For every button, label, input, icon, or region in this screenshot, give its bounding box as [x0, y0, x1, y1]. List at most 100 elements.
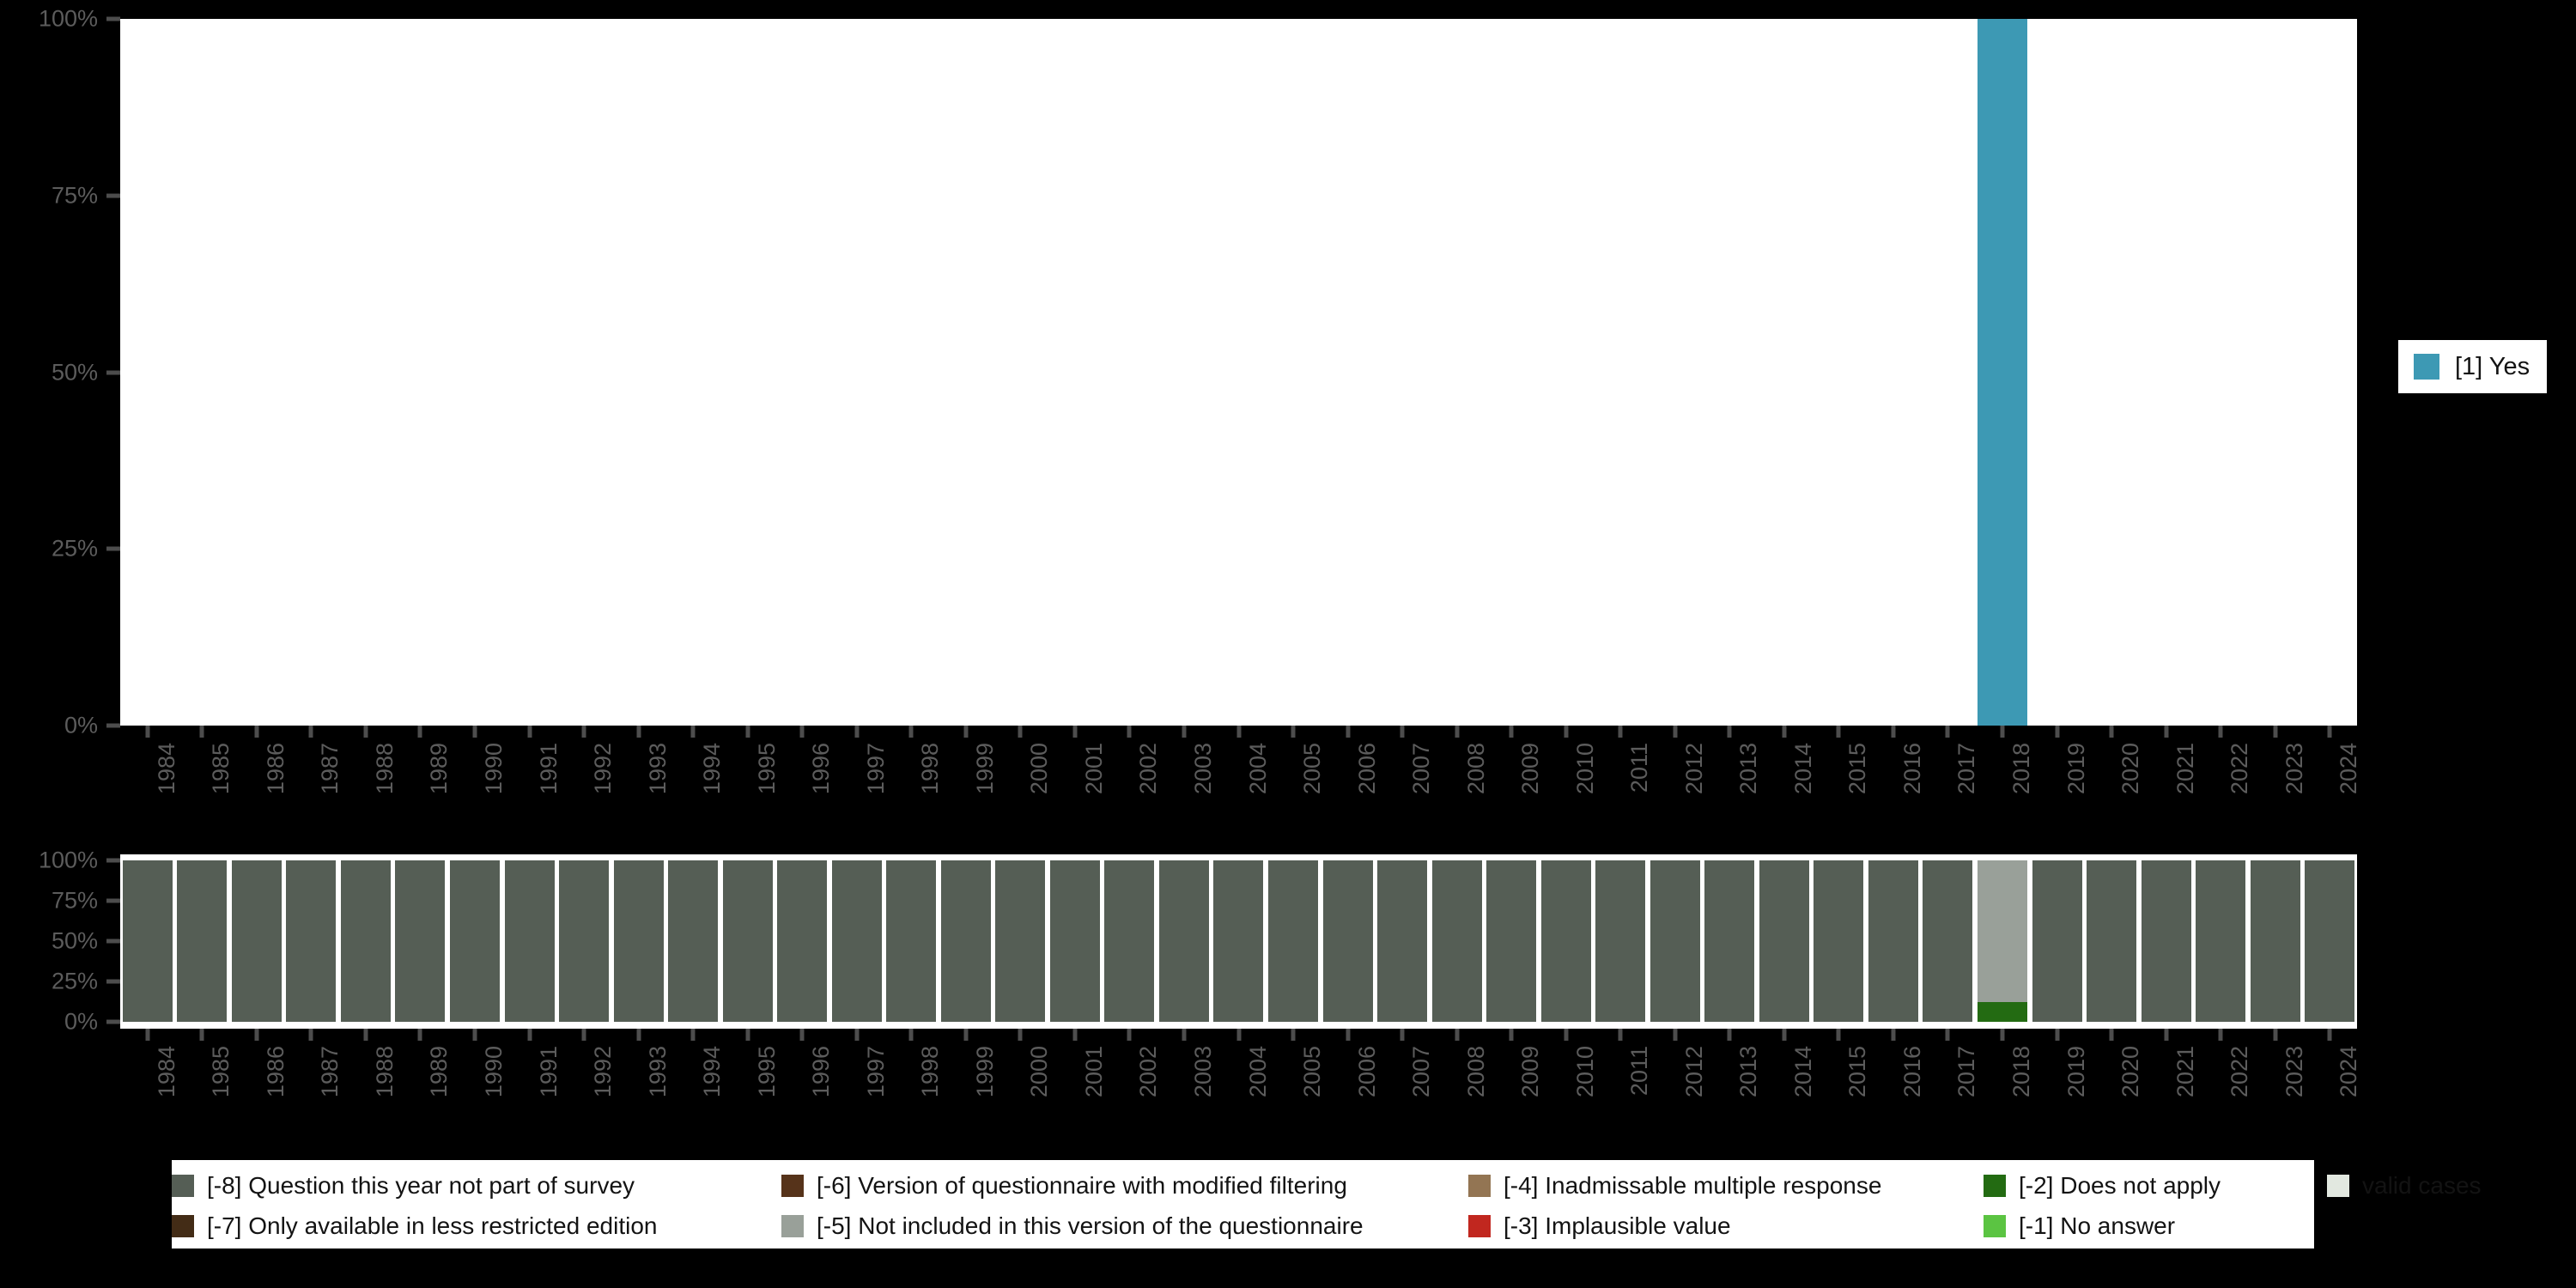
main-plot-area — [120, 19, 2357, 726]
x-tick-label: 2004 — [1244, 1046, 1271, 1098]
main-y-axis: 100% 75% 50% 25% 0% — [0, 0, 120, 756]
x-tick-label: 2012 — [1680, 1046, 1707, 1098]
x-tick-mark — [581, 726, 586, 738]
x-tick-label: 2007 — [1408, 1046, 1435, 1098]
legend-label: [-2] Does not apply — [2019, 1171, 2221, 1199]
x-tick-label: 1994 — [699, 1046, 726, 1098]
missing-bar-segment — [2305, 860, 2355, 1022]
x-tick-mark — [145, 1029, 150, 1041]
missing-bar-segment — [1649, 860, 1700, 1022]
x-tick-mark — [1891, 726, 1896, 738]
x-tick-mark — [472, 726, 477, 738]
missing-bar-segment — [831, 860, 882, 1022]
missing-bar-stack — [886, 860, 937, 1022]
x-tick-label: 2018 — [2008, 743, 2034, 795]
x-tick-label: 2012 — [1680, 743, 1707, 795]
legend-item: [-1] No answer — [1984, 1213, 2175, 1238]
missing-data-legend: [-8] Question this year not part of surv… — [172, 1160, 2482, 1249]
missing-bar-stack — [1540, 860, 1591, 1022]
y-tick-mark — [106, 546, 120, 551]
missing-bar-segment — [613, 860, 664, 1022]
legend-item: [-6] Version of questionnaire with modif… — [781, 1173, 1347, 1198]
missing-bar-stack — [1868, 860, 1918, 1022]
x-tick-mark — [745, 1029, 750, 1041]
x-tick-label: 2015 — [1844, 743, 1871, 795]
x-tick-mark — [254, 726, 259, 738]
x-tick-mark — [1018, 726, 1023, 738]
x-tick-label: 2021 — [2172, 1046, 2198, 1098]
x-tick-label: 1992 — [590, 1046, 617, 1098]
legend-item: valid cases — [2327, 1173, 2482, 1198]
x-tick-mark — [1564, 1029, 1569, 1041]
missing-data-x-axis: 1984 1985 1986 1987 1988 1989 1990 1991 1992 1993… — [120, 1029, 2361, 1157]
missing-bar-segment — [286, 860, 337, 1022]
missing-bar-segment — [777, 860, 828, 1022]
x-tick-mark — [417, 726, 422, 738]
x-tick-mark — [2273, 726, 2278, 738]
missing-bar-column — [2302, 860, 2357, 1022]
x-tick-mark — [1455, 1029, 1460, 1041]
missing-bar-stack — [504, 860, 555, 1022]
missing-bar-column — [393, 860, 448, 1022]
legend-swatch — [1468, 1214, 1491, 1237]
x-tick-mark — [1891, 1029, 1896, 1041]
missing-bar-segment — [722, 860, 773, 1022]
missing-bar-column — [1375, 860, 1430, 1022]
x-tick-mark — [2000, 726, 2005, 738]
x-tick-mark — [2055, 1029, 2060, 1041]
x-tick-mark — [363, 726, 368, 738]
missing-bar-column — [1975, 860, 2030, 1022]
x-tick-label: 1990 — [480, 1046, 507, 1098]
missing-bar-segment — [1759, 860, 1809, 1022]
x-tick-label: 2000 — [1026, 743, 1053, 795]
missing-bar-stack — [1704, 860, 1755, 1022]
missing-bar-segment — [668, 860, 719, 1022]
legend-label: [-3] Implausible value — [1504, 1212, 1731, 1239]
missing-bar-segment — [1268, 860, 1319, 1022]
x-tick-mark — [2327, 1029, 2332, 1041]
missing-bar-column — [993, 860, 1048, 1022]
legend-row: [-8] Question this year not part of surv… — [172, 1163, 2482, 1207]
x-tick-mark — [527, 1029, 532, 1041]
missing-bar-segment — [449, 860, 500, 1022]
x-tick-label: 1992 — [590, 743, 617, 795]
x-tick-mark — [1673, 726, 1678, 738]
x-tick-mark — [308, 1029, 313, 1041]
x-tick-label: 2005 — [1299, 743, 1326, 795]
x-tick-label: 2006 — [1353, 1046, 1380, 1098]
x-tick-mark — [417, 1029, 422, 1041]
x-tick-mark — [1836, 1029, 1841, 1041]
x-tick-label: 2020 — [2117, 1046, 2144, 1098]
missing-bar-segment — [231, 860, 282, 1022]
legend-item: [-5] Not included in this version of the… — [781, 1213, 1364, 1238]
missing-bar-column — [665, 860, 720, 1022]
missing-bar-column — [1430, 860, 1485, 1022]
x-tick-label: 2010 — [1571, 1046, 1598, 1098]
x-tick-mark — [1618, 726, 1623, 738]
x-tick-label: 2019 — [2063, 743, 2089, 795]
x-tick-label: 2005 — [1299, 1046, 1326, 1098]
x-tick-label: 1987 — [317, 743, 343, 795]
x-tick-mark — [1945, 1029, 1950, 1041]
x-tick-mark — [2164, 1029, 2169, 1041]
x-tick-mark — [527, 726, 532, 738]
missing-bar-column — [1812, 860, 1867, 1022]
x-tick-label: 2011 — [1626, 743, 1653, 793]
missing-bar-segment — [340, 860, 391, 1022]
x-tick-label: 1996 — [808, 1046, 835, 1098]
legend-swatch — [2327, 1174, 2349, 1197]
x-tick-label: 1995 — [753, 743, 780, 795]
x-tick-mark — [472, 1029, 477, 1041]
x-tick-mark — [2164, 726, 2169, 738]
x-tick-label: 2021 — [2172, 743, 2198, 795]
x-tick-mark — [908, 1029, 914, 1041]
x-tick-label: 2003 — [1189, 1046, 1216, 1098]
missing-bar-column — [1103, 860, 1157, 1022]
x-tick-mark — [1072, 1029, 1078, 1041]
x-tick-label: 2022 — [2227, 743, 2253, 795]
x-tick-label: 1989 — [426, 1046, 453, 1098]
x-tick-mark — [963, 726, 969, 738]
x-tick-mark — [2327, 726, 2332, 738]
x-tick-mark — [1182, 1029, 1187, 1041]
y-tick-mark — [106, 16, 120, 21]
